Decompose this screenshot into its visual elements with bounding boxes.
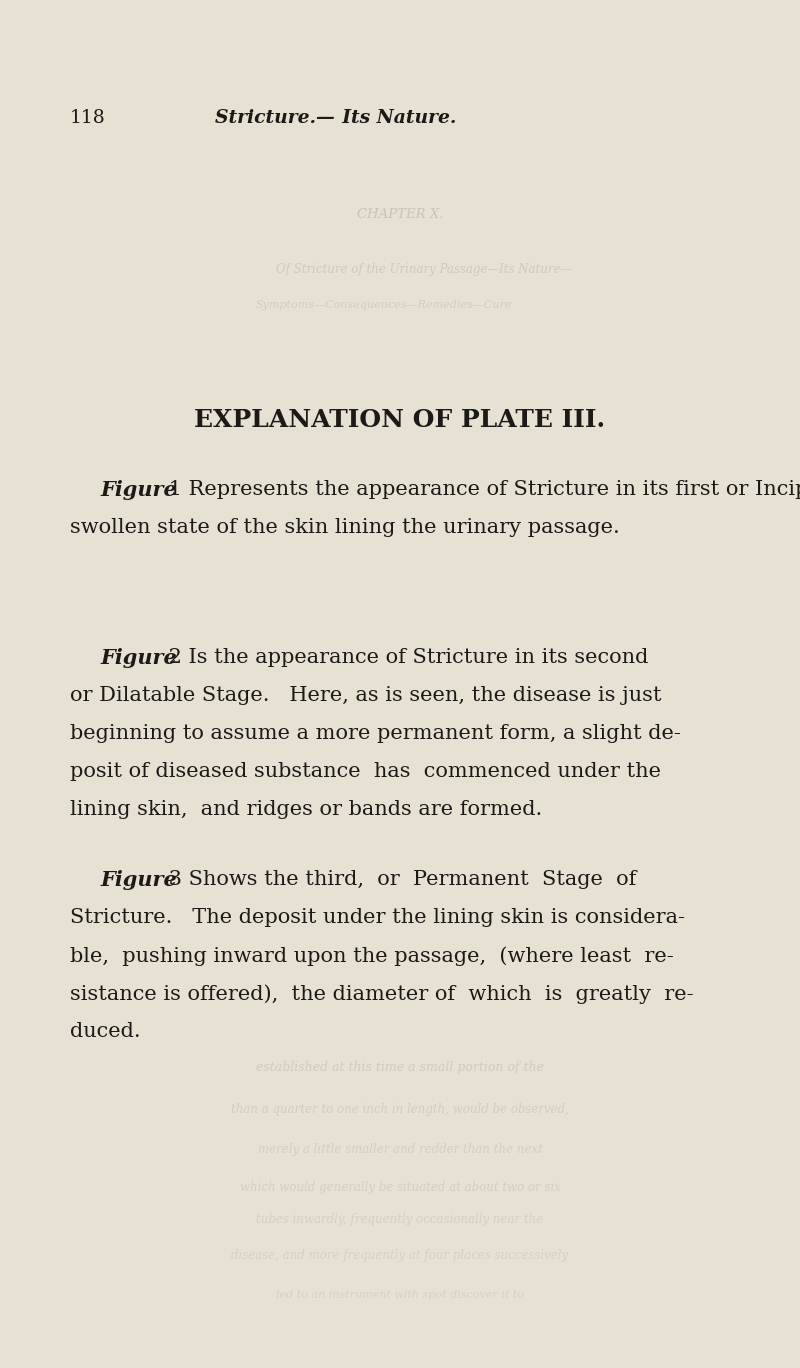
Text: or Dilatable Stage.   Here, as is seen, the disease is just: or Dilatable Stage. Here, as is seen, th… xyxy=(70,685,662,705)
Text: swollen state of the skin lining the urinary passage.: swollen state of the skin lining the uri… xyxy=(70,518,620,538)
Text: CHAPTER X.: CHAPTER X. xyxy=(357,208,443,222)
Text: tubes inwardly, frequently occasionally near the: tubes inwardly, frequently occasionally … xyxy=(256,1213,544,1227)
Text: sistance is offered),  the diameter of  which  is  greatly  re-: sistance is offered), the diameter of wh… xyxy=(70,984,694,1004)
Text: beginning to assume a more permanent form, a slight de-: beginning to assume a more permanent for… xyxy=(70,724,681,743)
Text: led to an instrument with spot discover it to: led to an instrument with spot discover … xyxy=(276,1290,524,1300)
Text: Stricture.—  Its Nature.: Stricture.— Its Nature. xyxy=(215,109,457,127)
Text: 1 Represents the appearance of Stricture in its first or Incipient Stage, consis: 1 Represents the appearance of Stricture… xyxy=(162,480,800,499)
Text: 2 Is the appearance of Stricture in its second: 2 Is the appearance of Stricture in its … xyxy=(162,648,648,668)
Text: Figure: Figure xyxy=(100,480,177,499)
Text: Symptoms—Consequences—Remedies—Cure: Symptoms—Consequences—Remedies—Cure xyxy=(256,300,512,311)
Text: 3 Shows the third,  or  Permanent  Stage  of: 3 Shows the third, or Permanent Stage of xyxy=(162,870,636,889)
Text: Stricture.   The deposit under the lining skin is considera-: Stricture. The deposit under the lining … xyxy=(70,908,685,928)
Text: lining skin,  and ridges or bands are formed.: lining skin, and ridges or bands are for… xyxy=(70,800,542,819)
Text: Of Stricture of the Urinary Passage—Its Nature—: Of Stricture of the Urinary Passage—Its … xyxy=(276,264,572,276)
Text: Figure: Figure xyxy=(100,648,177,668)
Text: ble,  pushing inward upon the passage,  (where least  re-: ble, pushing inward upon the passage, (w… xyxy=(70,947,674,966)
Text: EXPLANATION OF PLATE III.: EXPLANATION OF PLATE III. xyxy=(194,408,606,432)
Text: established at this time a small portion of the: established at this time a small portion… xyxy=(256,1062,544,1074)
Text: disease, and more frequently at four places successively: disease, and more frequently at four pla… xyxy=(231,1249,569,1261)
Text: duced.: duced. xyxy=(70,1022,141,1041)
Text: posit of diseased substance  has  commenced under the: posit of diseased substance has commence… xyxy=(70,762,661,781)
Text: merely a little smaller and redder than the next: merely a little smaller and redder than … xyxy=(258,1144,542,1156)
Text: Figure: Figure xyxy=(100,870,177,891)
Text: than a quarter to one inch in length, would be observed,: than a quarter to one inch in length, wo… xyxy=(231,1104,569,1116)
Text: 118: 118 xyxy=(70,109,106,127)
Text: which would generally be situated at about two or six: which would generally be situated at abo… xyxy=(239,1182,561,1194)
